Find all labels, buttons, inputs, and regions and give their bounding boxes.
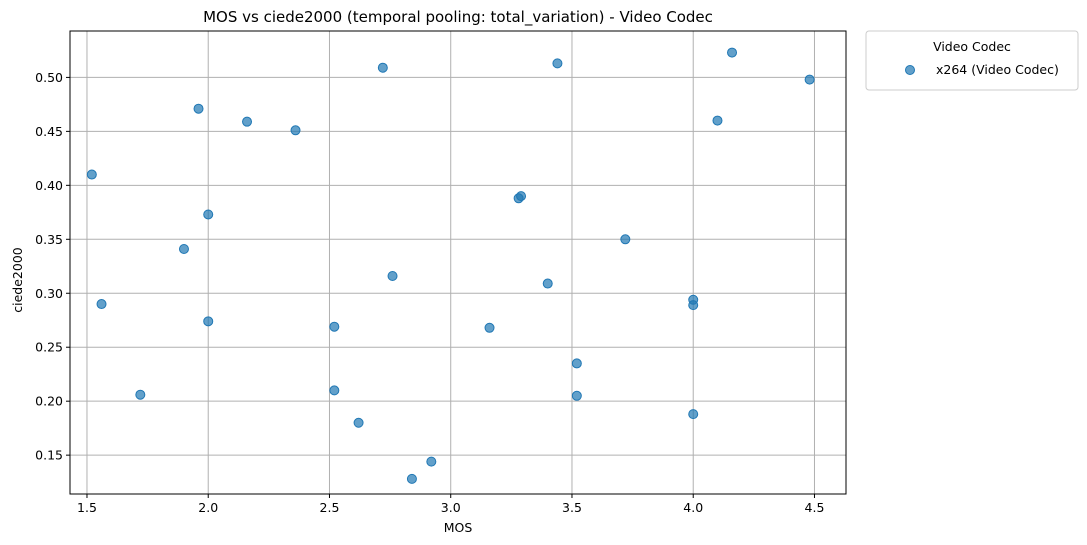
legend: Video Codec x264 (Video Codec): [865, 30, 1079, 91]
data-point: [203, 209, 214, 220]
data-point: [406, 473, 417, 484]
legend-title: Video Codec: [933, 39, 1011, 54]
legend-entry-label: x264 (Video Codec): [936, 62, 1059, 77]
y-tick-label: 0.45: [35, 124, 63, 139]
x-tick-label: 2.0: [198, 500, 218, 515]
legend-box: [865, 30, 1079, 91]
data-point: [688, 409, 699, 420]
y-tick-label: 0.15: [35, 448, 63, 463]
data-point: [377, 62, 388, 73]
x-tick-label: 1.5: [77, 500, 97, 515]
x-tick-label: 4.0: [683, 500, 703, 515]
x-tick-label: 4.5: [805, 500, 825, 515]
data-point: [135, 389, 146, 400]
y-tick-label: 0.20: [35, 394, 63, 409]
plot-frame: [69, 30, 847, 495]
data-point: [484, 322, 495, 333]
x-axis-ticks: 1.5 2.0 2.5 3.0 3.5 4.0 4.5: [77, 494, 824, 515]
data-point: [571, 358, 582, 369]
data-point: [552, 58, 563, 69]
data-point: [620, 234, 631, 245]
y-axis-label: ciede2000: [10, 247, 25, 313]
x-axis-label: MOS: [444, 520, 473, 535]
data-point: [329, 321, 340, 332]
data-point: [542, 278, 553, 289]
chart-title: MOS vs ciede2000 (temporal pooling: tota…: [203, 8, 713, 27]
data-point: [96, 299, 107, 310]
data-point: [353, 417, 364, 428]
data-point: [242, 116, 253, 127]
data-point: [712, 115, 723, 126]
data-points: [86, 47, 815, 484]
y-tick-label: 0.50: [35, 70, 63, 85]
data-point: [387, 270, 398, 281]
y-axis-ticks: 0.15 0.20 0.25 0.30 0.35 0.40 0.45 0.50: [35, 70, 70, 463]
data-point: [804, 74, 815, 85]
y-tick-label: 0.40: [35, 178, 63, 193]
data-point: [178, 244, 189, 255]
x-tick-label: 3.5: [562, 500, 582, 515]
data-point: [203, 316, 214, 327]
data-point: [86, 169, 97, 180]
data-point: [727, 47, 738, 58]
data-point: [571, 390, 582, 401]
y-tick-label: 0.30: [35, 286, 63, 301]
x-tick-label: 3.0: [441, 500, 461, 515]
data-point: [688, 300, 699, 311]
grid: [70, 31, 846, 494]
data-point: [426, 456, 437, 467]
y-tick-label: 0.35: [35, 232, 63, 247]
y-tick-label: 0.25: [35, 340, 63, 355]
data-point: [193, 103, 204, 114]
data-point: [290, 125, 301, 136]
data-point: [516, 191, 527, 202]
x-tick-label: 2.5: [320, 500, 340, 515]
data-point: [329, 385, 340, 396]
legend-marker: [905, 65, 915, 75]
